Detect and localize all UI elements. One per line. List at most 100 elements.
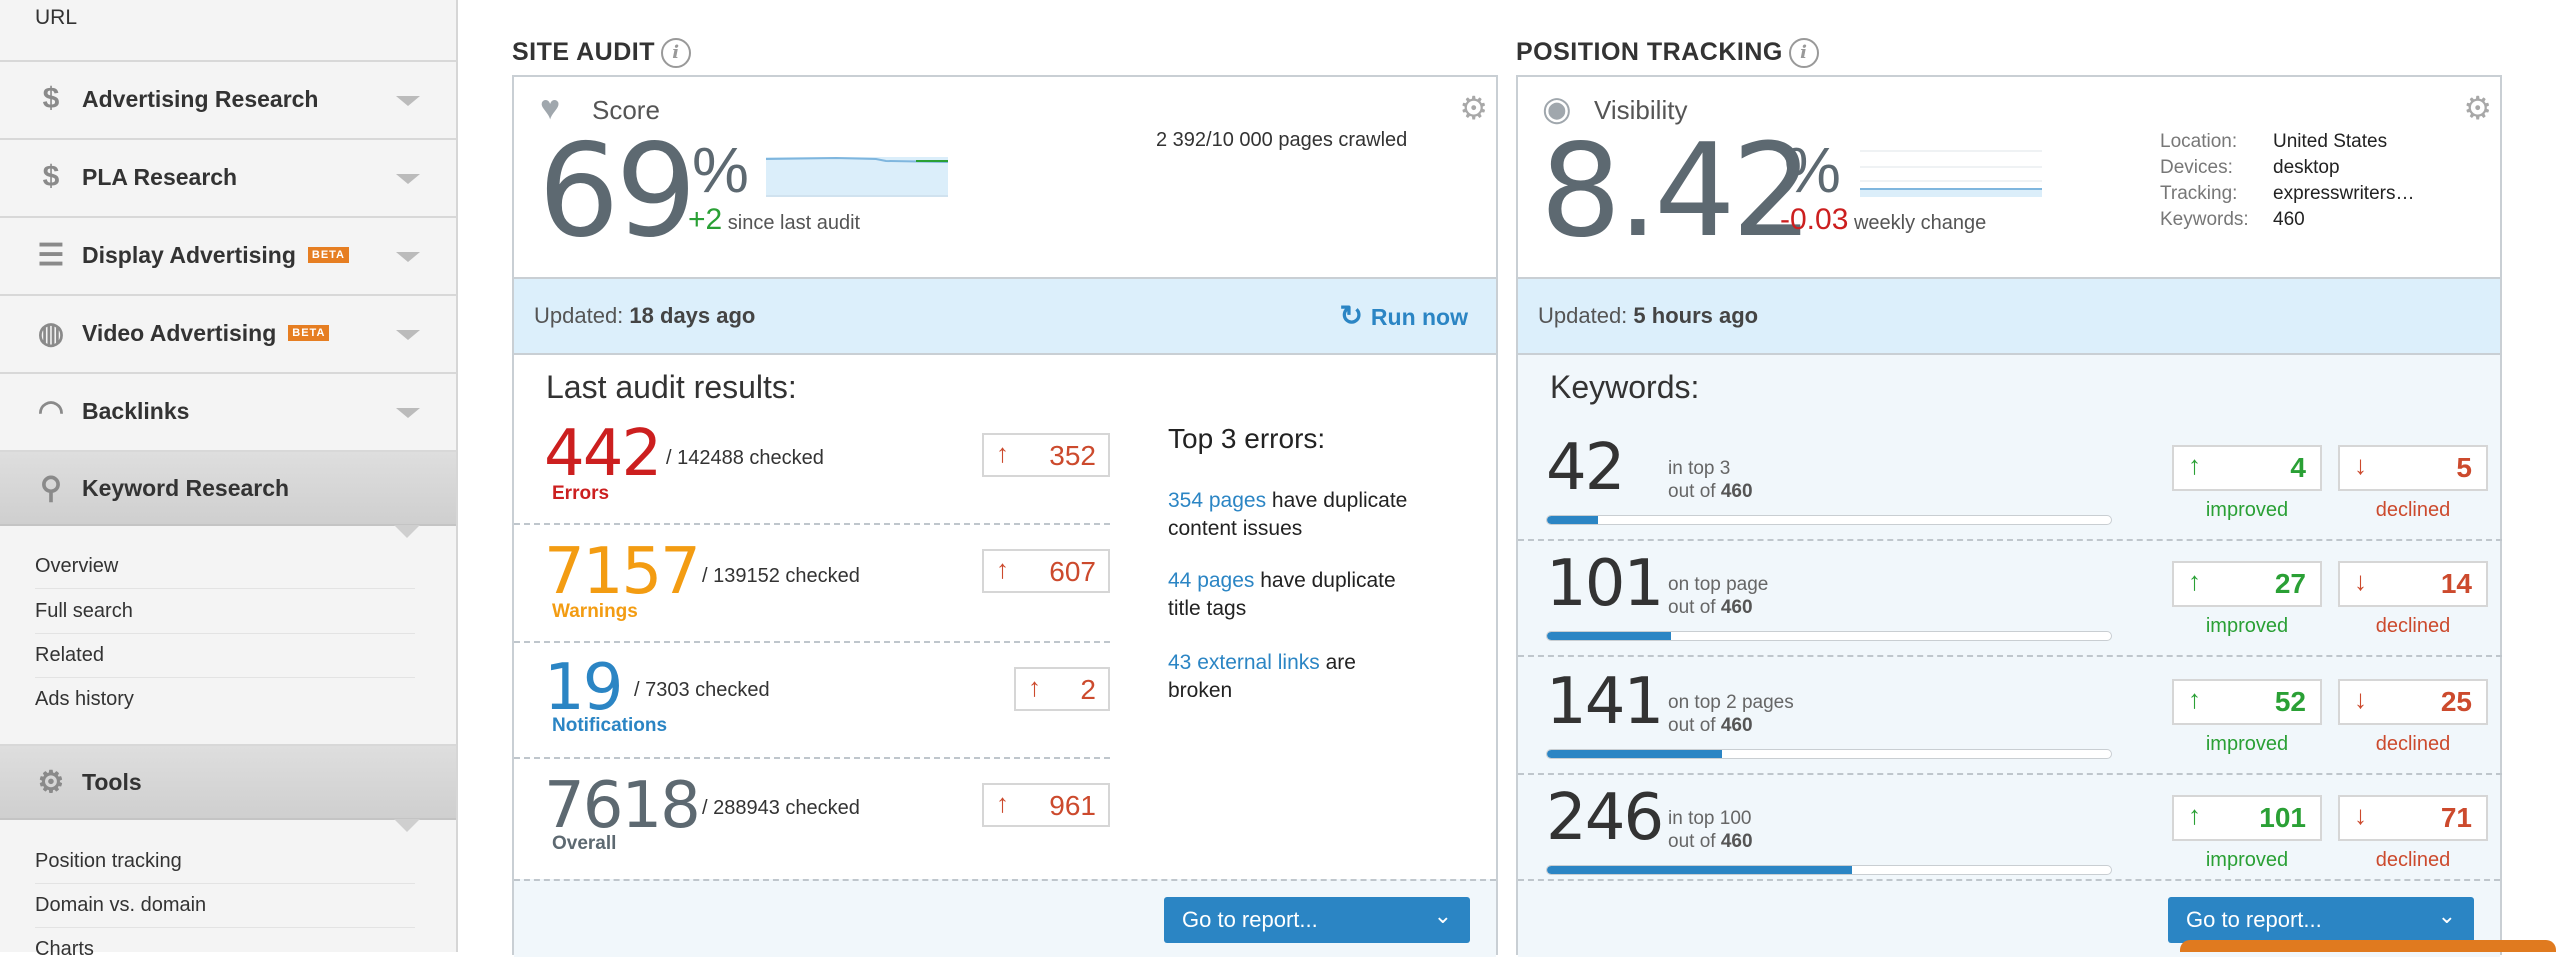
database-icon: ☰: [37, 238, 65, 272]
sidebar-item-backlinks[interactable]: ◠ Backlinks: [0, 372, 456, 448]
notifications-delta: 2: [1080, 674, 1096, 705]
errors-count[interactable]: 442: [544, 417, 662, 491]
overall-delta: 961: [1049, 790, 1096, 821]
magnifier-icon: ⚲: [40, 471, 62, 505]
declined-box[interactable]: ↓ 14: [2338, 561, 2488, 607]
run-now-label: Run now: [1370, 304, 1468, 330]
top3-error-link[interactable]: 43 external links: [1168, 651, 1320, 674]
sidebar-item-pla-research[interactable]: $ PLA Research: [0, 138, 456, 214]
heartbeat-icon: ♥: [540, 89, 561, 127]
keyword-count[interactable]: 42: [1546, 431, 1625, 505]
keyword-range: on top 2 pages: [1668, 692, 1794, 713]
score-label: Score: [592, 95, 660, 125]
keyword-count[interactable]: 141: [1546, 665, 1664, 739]
keywords-title: Keywords:: [1550, 369, 1700, 405]
position-tracking-panel: ◉ Visibility ⚙ 8.42 % -0.03 weekly chang…: [1516, 75, 2502, 957]
feedback-tab[interactable]: [2180, 940, 2556, 952]
row-divider: [1518, 773, 2502, 775]
gear-icon[interactable]: ⚙: [2463, 90, 2492, 126]
sidebar-subitem-position-tracking[interactable]: Position tracking: [35, 840, 415, 884]
declined-box[interactable]: ↓ 25: [2338, 679, 2488, 725]
weekly-change: -0.03 weekly change: [1780, 203, 1986, 237]
row-divider: [514, 523, 1110, 525]
goto-report-button[interactable]: Go to report... ⌄: [1164, 897, 1470, 943]
sidebar-item-display-advertising[interactable]: ☰ Display Advertising BETA: [0, 216, 456, 292]
warnings-count[interactable]: 7157: [544, 535, 701, 609]
keyword-out-of: out of 460: [1668, 597, 1753, 618]
info-icon[interactable]: i: [660, 38, 691, 69]
site-audit-update-bar: Updated: 18 days ago ↻ Run now: [514, 277, 1496, 355]
since-delta: +2: [688, 203, 723, 236]
progress-fill: [1547, 866, 1852, 874]
improved-box[interactable]: ↑ 27: [2172, 561, 2322, 607]
run-now-button[interactable]: ↻ Run now: [1339, 299, 1468, 332]
errors-checked: / 142488 checked: [666, 447, 824, 469]
arrow-down-icon: ↓: [2354, 450, 2367, 480]
sidebar-item-tools[interactable]: ⚙ Tools: [0, 744, 456, 832]
improved-box[interactable]: ↑ 4: [2172, 445, 2322, 491]
sidebar-item-label: PLA Research: [82, 163, 238, 190]
declined-box[interactable]: ↓ 71: [2338, 795, 2488, 841]
sidebar-item-video-advertising[interactable]: ◍ Video Advertising BETA: [0, 294, 456, 370]
sidebar-item-keyword-research[interactable]: ⚲ Keyword Research: [0, 450, 456, 538]
info-icon[interactable]: i: [1788, 38, 1819, 69]
notifications-count[interactable]: 19: [544, 651, 623, 725]
declined-label: declined: [2375, 733, 2451, 755]
position-tracking-title: POSITION TRACKING i: [1516, 38, 1819, 69]
goto-report-button[interactable]: Go to report... ⌄: [2168, 897, 2474, 943]
row-divider: [514, 757, 1110, 759]
sidebar-item-label: Advertising Research: [82, 85, 319, 112]
keyword-description: in top 100 out of 460: [1668, 807, 1753, 853]
declined-value: 14: [2440, 568, 2472, 599]
updated-info: Updated: 18 days ago: [534, 303, 755, 329]
arrow-up-icon: ↑: [996, 438, 1009, 468]
sidebar-subitem-related[interactable]: Related: [35, 634, 415, 678]
eye-icon: ◉: [1542, 90, 1572, 128]
keyword-range: in top 3: [1668, 458, 1731, 479]
improved-box[interactable]: ↑ 101: [2172, 795, 2322, 841]
gear-icon[interactable]: ⚙: [1459, 90, 1488, 126]
since-text: since last audit: [727, 212, 861, 234]
arrow-up-icon: ↑: [996, 788, 1009, 818]
chevron-down-icon: ⌄: [1433, 903, 1452, 928]
errors-caption: Errors: [552, 483, 610, 504]
notifications-caption: Notifications: [552, 715, 668, 736]
sidebar-subitem-charts[interactable]: Charts: [35, 938, 94, 960]
active-notch: [394, 819, 420, 832]
arrow-up-icon: ↑: [1028, 672, 1041, 702]
top3-error-link[interactable]: 44 pages: [1168, 569, 1255, 592]
top3-error-link[interactable]: 354 pages: [1168, 489, 1267, 512]
site-audit-title-text: SITE AUDIT: [512, 38, 655, 66]
keyword-progress-bar: [1546, 631, 2112, 641]
sidebar-subitem-domain-vs-domain[interactable]: Domain vs. domain: [35, 884, 415, 928]
overall-count[interactable]: 7618: [544, 769, 701, 843]
declined-label: declined: [2375, 499, 2451, 521]
improved-box[interactable]: ↑ 52: [2172, 679, 2322, 725]
position-tracking-update-bar: Updated: 5 hours ago: [1518, 277, 2500, 355]
declined-value: 71: [2440, 802, 2472, 833]
arrow-up-icon: ↑: [2188, 800, 2201, 830]
warnings-checked: / 139152 checked: [702, 565, 860, 587]
declined-box[interactable]: ↓ 5: [2338, 445, 2488, 491]
chevron-down-icon: [396, 252, 420, 262]
keyword-out-of: out of 460: [1668, 715, 1753, 736]
notifications-checked: / 7303 checked: [634, 679, 770, 701]
warnings-delta-box: ↑ 607: [982, 549, 1110, 593]
sidebar-subitem-full-search[interactable]: Full search: [35, 590, 415, 634]
keyword-progress-bar: [1546, 515, 2112, 525]
dollar-icon: $: [42, 82, 60, 115]
top3-error-text: are broken: [1168, 651, 1356, 702]
keyword-count[interactable]: 246: [1546, 781, 1664, 855]
sidebar-subitem-overview[interactable]: Overview: [35, 545, 415, 589]
sidebar-url-item[interactable]: URL: [35, 6, 78, 29]
keyword-range: on top page: [1668, 574, 1769, 595]
keyword-description: on top 2 pages out of 460: [1668, 691, 1794, 737]
sidebar-item-label: Tools: [82, 768, 142, 795]
updated-value: 5 hours ago: [1633, 303, 1759, 328]
keyword-count[interactable]: 101: [1546, 547, 1664, 621]
sidebar-subitem-ads-history[interactable]: Ads history: [35, 688, 134, 710]
score-trend-chart: [766, 156, 948, 197]
sidebar-item-advertising-research[interactable]: $ Advertising Research: [0, 60, 456, 136]
goto-report-label: Go to report...: [1182, 907, 1318, 932]
score-section: ♥ Score ⚙ 69 % +2 since last audit 2 392…: [514, 77, 1496, 277]
